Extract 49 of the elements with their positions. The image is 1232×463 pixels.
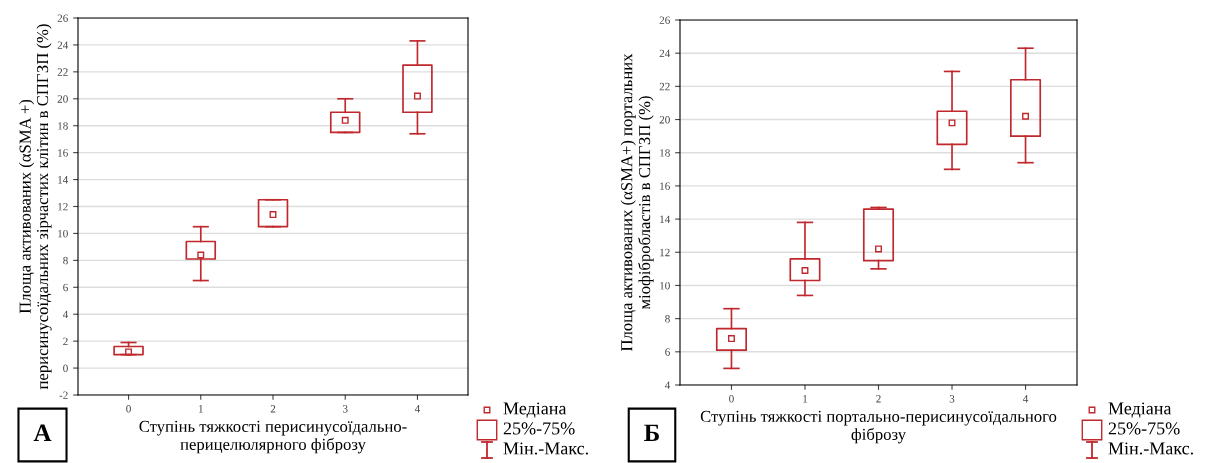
text: Мін.-Макс.	[503, 442, 588, 455]
x-tick-label: 2	[270, 405, 276, 413]
y-tick-label: 8	[665, 315, 670, 323]
y-tick-label: 20	[659, 116, 670, 124]
y-tick-label: 26	[659, 16, 670, 24]
y-tick-label: -2	[59, 391, 68, 399]
y-axis-title: Площа активованих (αSMA +) перисинусоїдальних зірчастих клітин в СПГЗП (%)	[19, 24, 52, 390]
x-axis-title: Ступінь тяжкості перисинусоїдально- перицелюлярного фіброзу	[139, 420, 407, 454]
y-tick-label: 2	[63, 337, 68, 345]
y-tick-label: 18	[58, 122, 68, 130]
y-tick-label: 14	[58, 176, 69, 184]
text: 25%-75%	[503, 422, 575, 435]
y-tick-label: 14	[660, 215, 671, 223]
x-tick-label: 3	[949, 395, 955, 403]
text: Медіана	[1108, 402, 1172, 418]
x-tick-label: 3	[342, 405, 348, 413]
x-tick-label: 4	[1022, 395, 1029, 403]
y-axis-title: Площа активованих (αSMA+) портальних міофібробластів в СПГЗП (%)	[620, 53, 654, 352]
x-tick-label: 1	[803, 395, 808, 403]
y-tick-label: 26	[57, 14, 68, 22]
y-tick-label: 24	[57, 41, 69, 49]
y-tick-label: 6	[63, 283, 68, 292]
y-tick-label: 12	[58, 203, 68, 211]
y-tick-label: 18	[660, 149, 670, 157]
y-tick-label: 12	[660, 248, 670, 257]
text: А	[33, 424, 52, 442]
y-tick-label: 24	[659, 49, 671, 58]
y-tick-label: 20	[57, 95, 68, 103]
y-tick-label: 0	[63, 364, 68, 373]
y-tick-label: 16	[58, 149, 68, 157]
x-tick-label: 0	[126, 405, 131, 413]
text: Мін.-Макс.	[1108, 442, 1193, 455]
y-tick-label: 10	[58, 229, 68, 238]
x-axis-title: Ступінь тяжкості портально-перисинусоїдального фіброзу	[700, 410, 1057, 444]
y-tick-label: 22	[57, 68, 68, 76]
y-tick-label: 8	[63, 256, 68, 265]
x-tick-label: 0	[729, 395, 734, 403]
y-tick-label: 10	[660, 281, 670, 290]
text: Б	[644, 424, 659, 442]
y-tick-label: 22	[659, 82, 670, 91]
text: Медіана	[503, 402, 567, 418]
text: 25%-75%	[1108, 422, 1180, 435]
x-tick-label: 4	[414, 405, 421, 413]
x-tick-label: 2	[876, 395, 881, 403]
y-tick-label: 4	[62, 310, 69, 319]
y-tick-label: 4	[664, 381, 671, 389]
y-tick-label: 6	[665, 348, 670, 356]
y-tick-label: 16	[660, 182, 670, 190]
x-tick-label: 1	[198, 405, 203, 413]
